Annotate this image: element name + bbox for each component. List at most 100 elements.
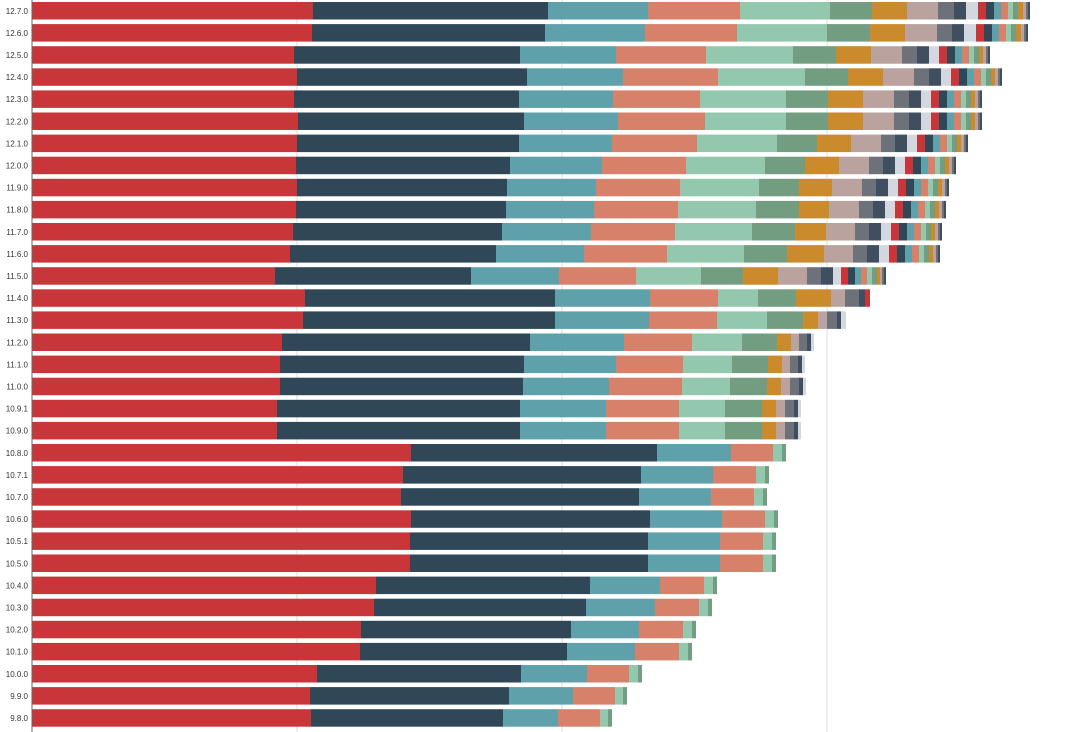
bar-segment	[590, 576, 660, 595]
bar-row	[32, 24, 1028, 42]
bar-segment	[782, 444, 786, 462]
bar-segment	[297, 68, 527, 86]
bar-segment	[360, 642, 567, 661]
bar-segment	[571, 620, 639, 639]
bar-segment	[872, 2, 907, 20]
tick-label: 10.6.0	[6, 515, 29, 524]
bar-segment	[891, 223, 899, 241]
bar-segment	[32, 554, 410, 572]
bar-row	[32, 68, 1002, 86]
bar-segment	[294, 90, 519, 108]
bar-segment	[587, 665, 629, 683]
bar-segment	[949, 156, 952, 175]
bar-segment	[799, 333, 807, 351]
bar-segment	[907, 2, 938, 20]
bar-segment	[954, 90, 961, 108]
bar-row	[32, 642, 692, 661]
bar-segment	[573, 687, 615, 705]
bar-segment	[506, 200, 594, 219]
tick-label: 12.7.0	[6, 7, 29, 16]
bar-segment	[586, 598, 655, 617]
bar-segment	[947, 90, 954, 108]
bar-segment	[527, 68, 623, 86]
bar-segment	[828, 112, 863, 130]
bar-segment	[964, 134, 966, 153]
bar-segment	[1028, 2, 1030, 20]
bar-segment	[931, 90, 939, 108]
bar-segment	[832, 178, 862, 197]
bar-segment	[297, 134, 519, 153]
bar-segment	[787, 245, 824, 263]
bar-segment	[496, 245, 584, 263]
bar-segment	[805, 156, 839, 175]
bar-segment	[888, 178, 898, 197]
bar-segment	[802, 355, 805, 374]
bar-row	[32, 554, 776, 572]
bar-segment	[863, 90, 894, 108]
bar-segment	[401, 488, 639, 506]
bar-segment	[905, 24, 937, 42]
bar-segment	[32, 112, 298, 130]
bar-segment	[555, 311, 649, 329]
bar-row	[32, 267, 886, 285]
bar-row	[32, 488, 767, 506]
bar-segment	[773, 444, 782, 462]
bar-segment	[872, 267, 877, 285]
bar-segment	[725, 399, 762, 418]
bar-segment	[752, 223, 795, 241]
bar-row	[32, 421, 801, 440]
bar-segment	[618, 112, 705, 130]
bar-segment	[679, 642, 688, 661]
bar-segment	[897, 245, 905, 263]
bar-segment	[594, 200, 678, 219]
bar-row	[32, 532, 776, 550]
bar-segment	[895, 134, 907, 153]
bar-segment	[32, 421, 277, 440]
bar-segment	[296, 200, 506, 219]
bar-segment	[32, 24, 312, 42]
bar-segment	[317, 665, 521, 683]
bar-segment	[471, 267, 559, 285]
bar-row	[32, 620, 696, 639]
bar-segment	[32, 665, 317, 683]
bar-segment	[851, 134, 881, 153]
bar-segment	[879, 245, 889, 263]
bar-segment	[945, 156, 949, 175]
bar-segment	[1011, 24, 1016, 42]
bar-segment	[906, 178, 914, 197]
bar-segment	[1000, 68, 1002, 86]
bar-segment	[648, 554, 720, 572]
bar-segment	[903, 200, 911, 219]
bar-segment	[924, 245, 929, 263]
bar-segment	[648, 532, 720, 550]
bar-segment	[836, 46, 871, 64]
bar-row	[32, 444, 786, 462]
bar-segment	[931, 112, 939, 130]
bar-segment	[1024, 24, 1026, 42]
bar-segment	[657, 444, 731, 462]
tick-label: 12.0.0	[6, 161, 29, 170]
bar-segment	[777, 134, 817, 153]
bar-segment	[962, 46, 969, 64]
bar-segment	[942, 200, 944, 219]
bar-segment	[967, 68, 974, 86]
bar-segment	[862, 178, 876, 197]
bar-segment	[742, 333, 777, 351]
bar-segment	[799, 200, 829, 219]
bar-segment	[768, 355, 782, 374]
bar-segment	[32, 444, 411, 462]
bar-segment	[1013, 2, 1018, 20]
bar-segment	[765, 466, 769, 484]
bar-segment	[961, 112, 966, 130]
bar-segment	[798, 421, 801, 440]
bar-segment	[794, 421, 798, 440]
bar-segment	[776, 399, 785, 418]
bar-segment	[32, 90, 294, 108]
bar-segment	[655, 598, 699, 617]
bar-segment	[32, 466, 403, 484]
bar-segment	[559, 267, 636, 285]
bar-segment	[895, 156, 905, 175]
bar-segment	[799, 178, 832, 197]
bar-segment	[998, 68, 1000, 86]
bar-segment	[782, 355, 790, 374]
